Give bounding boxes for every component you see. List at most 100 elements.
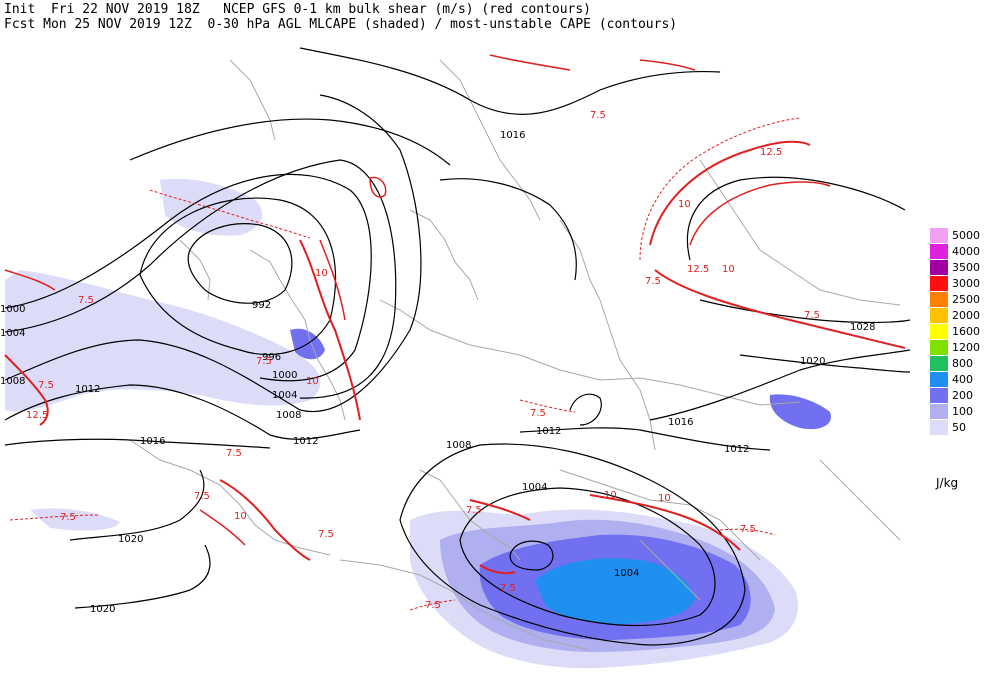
legend-swatch [930,244,948,259]
shear-iberia-b [199,509,246,546]
shear-contours [4,54,906,611]
cape-area-west [5,270,321,412]
isobar-1004 [4,159,397,399]
shear-label: 10 [604,490,617,501]
shear-label: 7.5 [645,276,661,287]
shear-7-5-central [519,399,576,413]
shear-label: 10 [315,268,328,279]
isobar-1012-central [519,427,771,451]
shear-label: 10 [234,511,247,522]
isobar-1020-south [74,544,211,609]
isobar-996 [139,197,337,356]
legend-swatch [930,340,948,355]
shear-label: 12.5 [26,410,48,421]
isobar-label: 1004 [522,482,547,493]
isobar-labels: 1016 992 996 1000 1004 1008 1000 1004 10… [0,130,875,615]
isobar-label: 992 [252,300,271,311]
shear-7-5-south [409,599,456,611]
legend-label: 800 [952,357,973,370]
shear-west-edge-b [4,269,56,291]
isobar-1008-med [399,443,746,646]
shear-label: 7.5 [256,356,272,367]
isobar-label: 1012 [293,436,318,447]
isobar-1020-west [69,469,205,541]
isobar-label: 1020 [800,356,825,367]
isobar-1012-loop [569,393,602,426]
isobar-label: 996 [262,352,281,363]
isobar-label: 1012 [75,384,100,395]
isobar-1016-west [4,438,271,449]
shear-west-coast [299,239,361,421]
shear-label: 7.5 [740,524,756,535]
legend-label: 400 [952,373,973,386]
isobar-label: 1008 [276,410,301,421]
shear-norway [369,176,387,198]
shear-label: 7.5 [500,583,516,594]
isobar-1020-east [739,354,911,373]
shear-labels: 7.5 7.5 10 12.5 10 12.5 10 7.5 7.5 10 7.… [26,110,820,611]
isobars [4,47,911,646]
shear-label: 7.5 [38,380,54,391]
isobar-1016-east [649,349,911,421]
isobar-label: 1004 [272,390,297,401]
shear-label: 10 [306,376,319,387]
shear-label: 10 [722,264,735,275]
cape-area-west-2 [160,178,263,236]
legend-entry: 400 [928,372,1000,388]
legend-label: 4000 [952,245,980,258]
cape-shading [5,178,831,669]
legend-label: 50 [952,421,966,434]
legend-swatch [930,420,948,435]
legend-swatch [930,292,948,307]
isobar-label: 1004 [614,568,639,579]
legend-swatch [930,276,948,291]
shear-west-coast-b [319,239,346,321]
isobar-label: 1004 [0,328,25,339]
shear-north [489,54,571,71]
shear-label: 12.5 [687,264,709,275]
isobar-label: 1000 [272,370,297,381]
shear-label: 7.5 [530,408,546,419]
legend-entry: 3500 [928,260,1000,276]
legend-label: 1200 [952,341,980,354]
isobar-label: 1012 [536,426,561,437]
shear-label: 7.5 [425,600,441,611]
shear-7-5-scattered [149,189,311,239]
legend-entry: 1200 [928,340,1000,356]
shear-west-edge [4,354,49,426]
shear-label: 7.5 [78,295,94,306]
legend-swatch [930,388,948,403]
isobar-label: 1016 [500,130,525,141]
legend-entry: 3000 [928,276,1000,292]
legend-entry: 2500 [928,292,1000,308]
shear-label: 10 [658,493,671,504]
shear-label: 7.5 [318,529,334,540]
weather-map: 1016 992 996 1000 1004 1008 1000 1004 10… [0,47,911,669]
header-line-1: Init Fri 22 NOV 2019 18Z NCEP GFS 0-1 km… [4,2,591,17]
cape-area-iberia [30,508,120,531]
isobar-1028 [686,176,906,261]
isobar-label: 1000 [0,304,25,315]
shear-7-5-turkey [719,528,776,536]
legend-label: 3000 [952,277,980,290]
shear-label: 7.5 [60,512,76,523]
isobar-1016-north-2 [439,178,577,281]
legend-label: 2000 [952,309,980,322]
legend-swatch [930,324,948,339]
legend-swatch [930,356,948,371]
legend-entry: 800 [928,356,1000,372]
shear-7-5-iberia [9,514,101,521]
legend-entry: 1600 [928,324,1000,340]
shear-label: 10 [678,199,691,210]
legend-swatch [930,308,948,323]
isobar-1016-north [299,47,721,115]
legend-label: 2500 [952,293,980,306]
isobar-label: 1016 [140,436,165,447]
isobar-1004-med [459,487,716,627]
legend-entry: 200 [928,388,1000,404]
isobar-1000-small [509,540,554,571]
shear-med-c [479,564,516,575]
isobar-label: 1016 [668,417,693,428]
isobar-label: 1020 [118,534,143,545]
isobar-label: 1012 [724,444,749,455]
